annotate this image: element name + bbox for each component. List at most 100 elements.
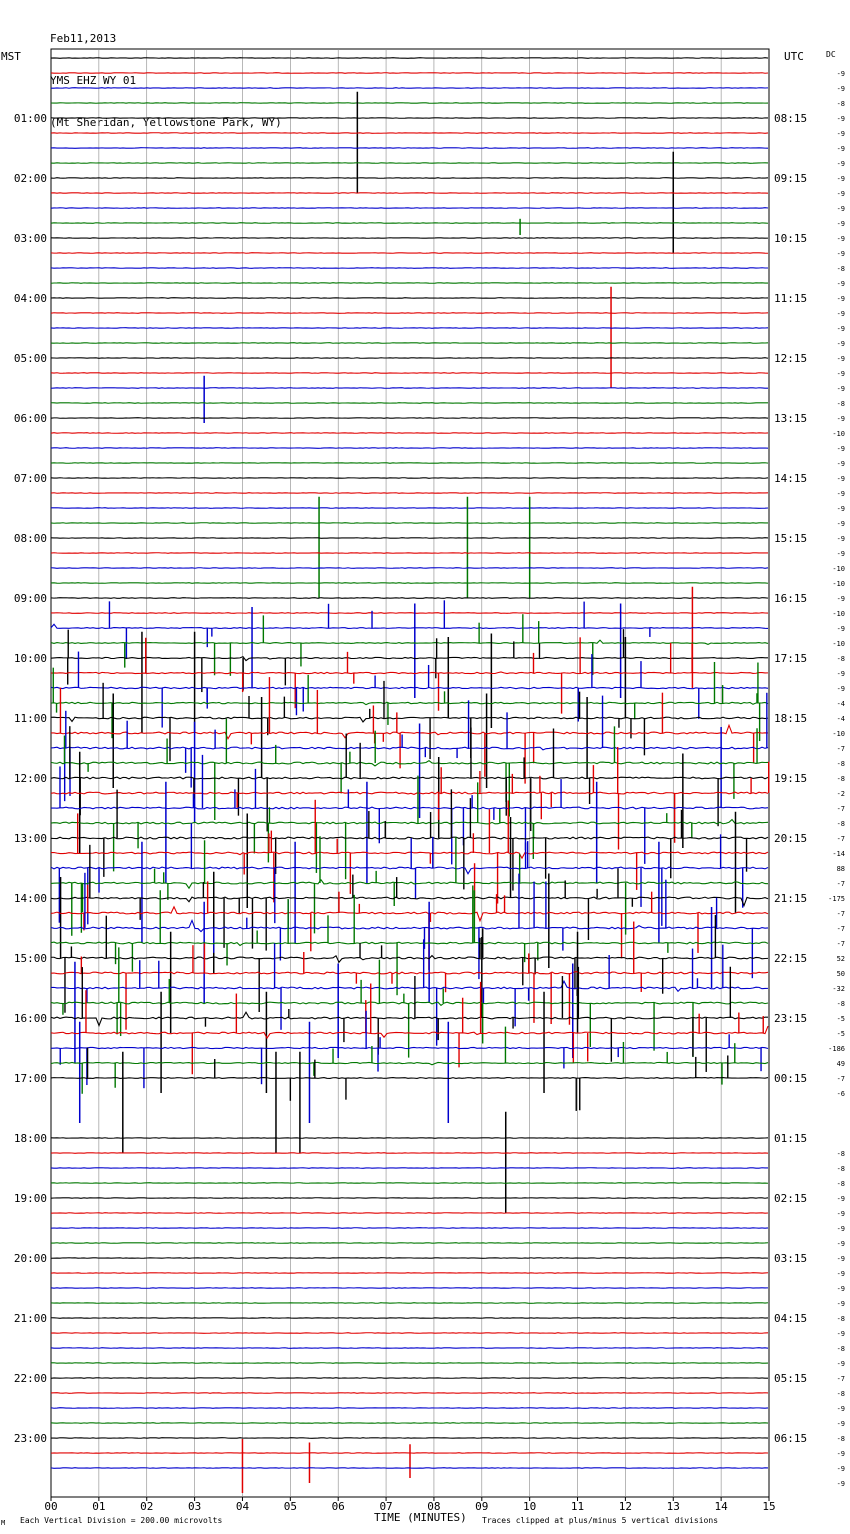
x-tick-label: 12 xyxy=(619,1500,632,1513)
mst-hour-label: 20:00 xyxy=(14,1252,47,1265)
dc-offset-value: -9 xyxy=(837,1240,845,1248)
seismic-trace xyxy=(50,1152,769,1154)
seismic-trace xyxy=(50,1302,769,1304)
seismic-trace xyxy=(50,979,769,993)
seismic-trace xyxy=(50,806,769,810)
dc-offset-value: 88 xyxy=(837,865,845,873)
dc-offset-value: -32 xyxy=(832,985,845,993)
seismic-trace xyxy=(50,237,769,239)
seismic-trace xyxy=(50,1287,769,1289)
x-tick-label: 09 xyxy=(475,1500,488,1513)
mst-hour-label: 06:00 xyxy=(14,412,47,425)
x-tick-label: 08 xyxy=(427,1500,440,1513)
seismic-trace xyxy=(50,447,769,449)
x-axis-title: TIME (MINUTES) xyxy=(374,1511,467,1524)
mst-hour-label: 14:00 xyxy=(14,892,47,905)
seismic-trace xyxy=(50,477,769,479)
dc-offset-value: -9 xyxy=(837,1405,845,1413)
seismic-trace xyxy=(50,671,769,675)
dc-offset-value: -10 xyxy=(832,610,845,618)
seismic-trace xyxy=(50,597,769,599)
seismic-trace xyxy=(50,387,769,389)
seismic-trace xyxy=(50,1046,769,1050)
dc-offset-value: -9 xyxy=(837,1465,845,1473)
seismic-trace xyxy=(50,132,769,134)
dc-offset-value: -9 xyxy=(837,115,845,123)
utc-hour-label: 23:15 xyxy=(774,1012,807,1025)
dc-offset-value: -9 xyxy=(837,355,845,363)
x-tick-label: 02 xyxy=(140,1500,153,1513)
dc-offset-value: -9 xyxy=(837,295,845,303)
mst-hour-label: 13:00 xyxy=(14,832,47,845)
dc-offset-value: -175 xyxy=(828,895,845,903)
mst-hour-label: 02:00 xyxy=(14,172,47,185)
x-tick-label: 15 xyxy=(762,1500,775,1513)
utc-hour-label: 04:15 xyxy=(774,1312,807,1325)
seismic-trace xyxy=(50,57,769,59)
seismic-trace xyxy=(50,87,769,89)
dc-offset-value: -9 xyxy=(837,160,845,168)
seismic-trace xyxy=(50,417,769,419)
dc-offset-value: -9 xyxy=(837,1480,845,1488)
seismic-trace xyxy=(50,147,769,149)
seismic-trace xyxy=(50,222,769,224)
dc-offset-value: -7 xyxy=(837,1375,845,1383)
dc-offset-value: -9 xyxy=(837,550,845,558)
dc-offset-value: -7 xyxy=(837,835,845,843)
seismic-trace xyxy=(50,760,769,767)
seismic-trace xyxy=(50,522,769,524)
dc-offset-value: -7 xyxy=(837,910,845,918)
mst-hour-label: 05:00 xyxy=(14,352,47,365)
dc-offset-value: -9 xyxy=(837,1270,845,1278)
seismic-trace xyxy=(50,1407,769,1409)
utc-hour-label: 22:15 xyxy=(774,952,807,965)
mst-hour-label: 01:00 xyxy=(14,112,47,125)
dc-offset-value: -8 xyxy=(837,1180,845,1188)
dc-offset-value: -8 xyxy=(837,265,845,273)
seismic-trace xyxy=(50,267,769,269)
seismic-trace xyxy=(50,746,769,751)
seismic-trace xyxy=(50,1137,769,1139)
x-tick-label: 04 xyxy=(236,1500,250,1513)
dc-offset-value: -8 xyxy=(837,1345,845,1353)
dc-offset-value: -7 xyxy=(837,805,845,813)
seismic-trace xyxy=(50,701,769,706)
utc-hour-label: 09:15 xyxy=(774,172,807,185)
dc-offset-value: 50 xyxy=(837,970,845,978)
seismic-trace xyxy=(50,432,769,434)
dc-offset-value: -4 xyxy=(837,700,845,708)
seismic-trace xyxy=(50,1182,769,1184)
mst-hour-label: 15:00 xyxy=(14,952,47,965)
dc-offset-value: -2 xyxy=(837,790,845,798)
dc-offset-value: -8 xyxy=(837,1165,845,1173)
dc-offset-value: -9 xyxy=(837,220,845,228)
mst-hour-label: 11:00 xyxy=(14,712,47,725)
dc-offset-value: -9 xyxy=(837,625,845,633)
x-tick-label: 13 xyxy=(667,1500,680,1513)
dc-label: DC xyxy=(826,50,836,59)
dc-offset-value: -9 xyxy=(837,1285,845,1293)
dc-offset-value: -10 xyxy=(832,565,845,573)
utc-hour-label: 01:15 xyxy=(774,1132,807,1145)
dc-offset-value: -8 xyxy=(837,820,845,828)
dc-offset-value: -9 xyxy=(837,475,845,483)
mst-hour-label: 17:00 xyxy=(14,1072,47,1085)
utc-hour-label: 02:15 xyxy=(774,1192,807,1205)
seismic-trace xyxy=(50,970,769,975)
dc-offset-value: -9 xyxy=(837,1420,845,1428)
dc-offset-value: -8 xyxy=(837,775,845,783)
utc-hour-label: 15:15 xyxy=(774,532,807,545)
mst-hour-label: 23:00 xyxy=(14,1432,47,1445)
scale-note: Each Vertical Division = 200.00 microvol… xyxy=(20,1516,223,1525)
dc-offset-value: -9 xyxy=(837,130,845,138)
dc-offset-value: -8 xyxy=(837,655,845,663)
dc-offset-value: -5 xyxy=(837,1015,845,1023)
seismic-trace xyxy=(50,866,769,875)
seismic-trace xyxy=(50,1317,769,1319)
dc-offset-value: -9 xyxy=(837,70,845,78)
mst-hour-label: 03:00 xyxy=(14,232,47,245)
dc-offset-value: -8 xyxy=(837,760,845,768)
dc-offset-value: -9 xyxy=(837,415,845,423)
seismic-trace xyxy=(50,342,769,344)
x-tick-label: 07 xyxy=(379,1500,392,1513)
